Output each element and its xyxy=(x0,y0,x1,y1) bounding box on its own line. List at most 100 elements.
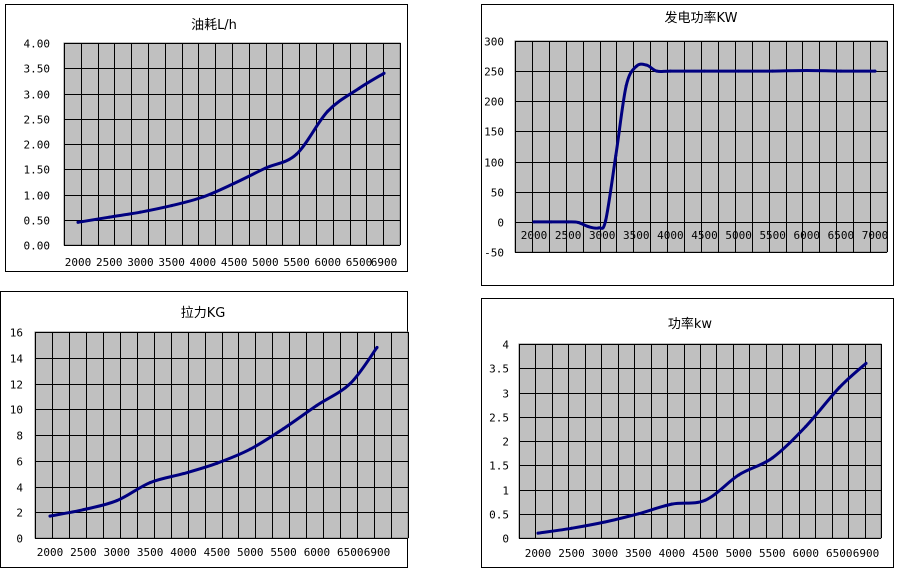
y-tick-label: 50 xyxy=(491,187,504,200)
x-tick-label: 7000 xyxy=(862,229,889,242)
x-tick-label: 6500 xyxy=(346,256,373,269)
x-tick-label: 5000 xyxy=(726,547,753,560)
y-tick-label: 10 xyxy=(10,404,23,417)
y-tick-label: 2 xyxy=(16,507,23,520)
chart-svg-pull-force: 拉力KG 16 14 12 10 8 6 4 2 0 2000 2500 3000 3500 4000 450… xyxy=(10,306,409,559)
x-tick-label: 5500 xyxy=(283,256,310,269)
data-point xyxy=(624,84,628,88)
data-point xyxy=(536,531,540,535)
data-point xyxy=(263,166,267,170)
y-tick-label: 2.50 xyxy=(24,114,51,127)
data-point xyxy=(566,220,570,224)
x-tick-label: 3000 xyxy=(103,546,130,559)
y-tick-label: 0 xyxy=(497,217,504,230)
data-point xyxy=(703,498,707,502)
x-tick-label: 6900 xyxy=(371,256,398,269)
x-tick-label: 6000 xyxy=(315,256,342,269)
x-tick-label: 4000 xyxy=(657,229,684,242)
data-point xyxy=(326,109,330,113)
data-point xyxy=(81,508,85,512)
y-tick-label: 2.00 xyxy=(24,139,51,152)
data-point xyxy=(170,204,174,208)
data-point xyxy=(670,502,674,506)
data-point xyxy=(703,69,706,73)
x-tick-label: 2000 xyxy=(525,547,552,560)
data-point xyxy=(737,69,741,73)
data-point xyxy=(115,499,119,503)
data-point xyxy=(587,225,591,229)
data-point xyxy=(576,220,580,224)
x-tick-label: 2000 xyxy=(65,256,92,269)
data-point xyxy=(805,69,809,73)
x-tick-label: 2500 xyxy=(96,256,123,269)
data-point xyxy=(282,427,286,431)
x-tick-label: 6900 xyxy=(364,546,391,559)
data-point xyxy=(864,361,868,365)
chart-title: 油耗L/h xyxy=(191,18,237,33)
data-point xyxy=(569,526,573,530)
x-tick-label: 6500 xyxy=(337,546,364,559)
data-point xyxy=(315,403,319,407)
y-tick-label: 0 xyxy=(502,533,509,546)
y-tick-label: 3 xyxy=(502,388,509,401)
data-point xyxy=(604,219,608,223)
x-tick-label: 5500 xyxy=(759,547,786,560)
data-point xyxy=(107,215,111,219)
x-tick-label: 3000 xyxy=(589,229,616,242)
x-tick-label: 5000 xyxy=(252,256,279,269)
y-tick-label: 0.50 xyxy=(24,215,51,228)
y-tick-label: 4 xyxy=(502,339,509,352)
data-point xyxy=(804,424,808,428)
x-tick-label: 3500 xyxy=(623,229,650,242)
y-tick-label: 3.5 xyxy=(489,363,509,376)
x-tick-label: 6000 xyxy=(794,229,821,242)
data-point xyxy=(138,210,142,214)
x-tick-label: 2500 xyxy=(70,546,97,559)
data-point xyxy=(181,472,185,476)
x-tick-label: 3500 xyxy=(137,546,164,559)
data-point xyxy=(549,220,553,224)
x-tick-label: 4500 xyxy=(221,256,248,269)
y-tick-label: 2 xyxy=(502,436,509,449)
data-point xyxy=(215,461,219,465)
x-tick-label: 5500 xyxy=(270,546,297,559)
x-tick-label: 3500 xyxy=(158,256,185,269)
data-point xyxy=(737,473,741,477)
chart-fuel-consumption: 油耗L/h 4.00 3.50 3.00 2.50 2.00 1.50 1.00 0.50 0.0… xyxy=(5,4,408,272)
x-tick-label: 3500 xyxy=(625,547,652,560)
y-tick-label: 6 xyxy=(16,456,23,469)
x-tick-label: 3000 xyxy=(127,256,154,269)
data-point xyxy=(48,514,52,518)
y-tick-label: 150 xyxy=(484,126,504,139)
y-tick-label: 1.50 xyxy=(24,164,51,177)
x-tick-label: 2500 xyxy=(555,229,582,242)
y-tick-label: 2.5 xyxy=(489,412,509,425)
x-tick-label: 6500 xyxy=(826,547,853,560)
data-point xyxy=(248,447,252,451)
x-tick-label: 6000 xyxy=(793,547,820,560)
y-tick-label: 12 xyxy=(10,379,23,392)
data-point xyxy=(839,69,843,73)
x-tick-label: 5500 xyxy=(759,229,786,242)
x-tick-label: 6000 xyxy=(304,546,331,559)
x-tick-label: 5000 xyxy=(237,546,264,559)
chart-svg-generator-power: 发电功率KW 300 250 200 150 100 50 0 -50 2000 2500 3000 3… xyxy=(484,10,889,260)
y-tick-label: 300 xyxy=(484,36,504,49)
chart-generator-power: 发电功率KW 300 250 200 150 100 50 0 -50 2000 2500 3000 3… xyxy=(481,4,894,286)
y-tick-label: 1 xyxy=(502,485,509,498)
y-tick-label: 3.50 xyxy=(24,63,51,76)
data-point xyxy=(614,154,618,158)
y-tick-label: -50 xyxy=(484,247,504,260)
y-tick-label: 8 xyxy=(16,430,23,443)
x-tick-label: 5000 xyxy=(725,229,752,242)
y-tick-label: 0 xyxy=(16,533,23,546)
x-tick-label: 2000 xyxy=(37,546,64,559)
y-tick-label: 0.5 xyxy=(489,509,509,522)
y-tick-label: 250 xyxy=(484,66,504,79)
data-point xyxy=(597,226,601,230)
x-tick-label: 2500 xyxy=(558,547,585,560)
chart-title: 发电功率KW xyxy=(665,10,738,26)
y-tick-label: 0.00 xyxy=(24,240,51,253)
x-tick-label: 2000 xyxy=(521,229,548,242)
chart-title: 功率kw xyxy=(668,316,713,332)
